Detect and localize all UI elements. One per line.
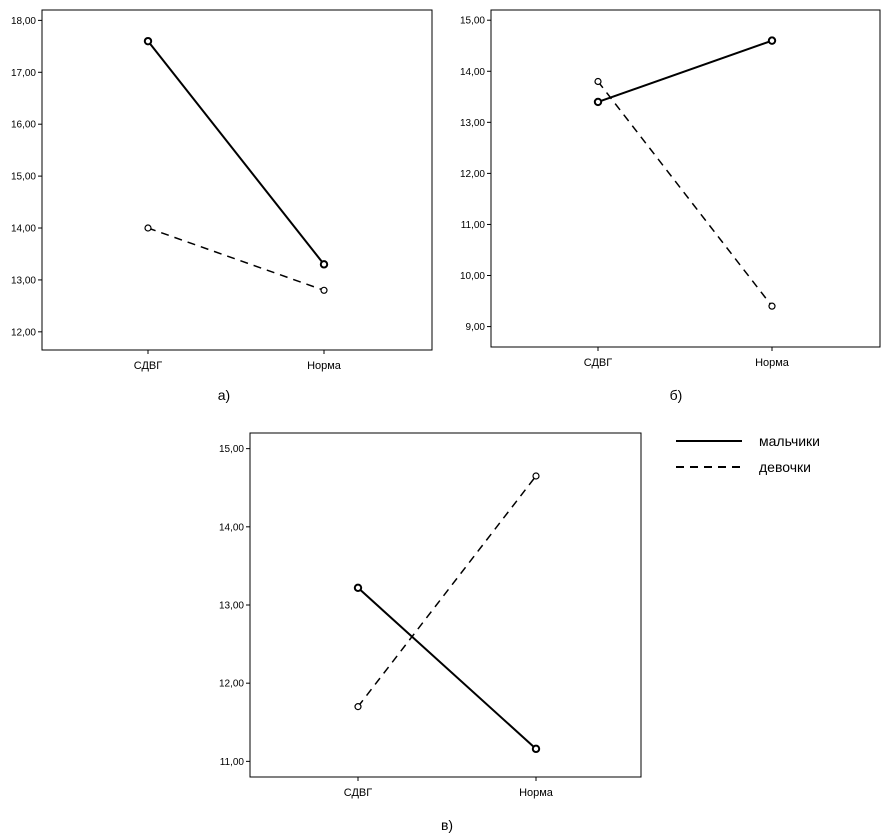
- x-tick-label: СДВГ: [584, 357, 612, 369]
- data-point-girls: [768, 302, 776, 310]
- legend-label-boys: мальчики: [759, 433, 820, 449]
- x-tick-label: Норма: [307, 360, 342, 372]
- data-point-boys: [319, 260, 329, 269]
- plot-frame: [41, 9, 433, 351]
- y-tick-label: 14,00: [219, 522, 244, 533]
- y-tick-label: 18,00: [11, 16, 36, 27]
- data-point-girls: [594, 77, 602, 86]
- series-line-boys: [357, 587, 537, 750]
- chart-panel-2: 9,00 10,00 11,00 12,00 13,00 14,00 15,00 СДВГ Но…: [460, 9, 881, 403]
- plot-frame: [490, 9, 881, 348]
- x-tick-label: СДВГ: [344, 787, 372, 799]
- data-point-boys: [593, 97, 603, 107]
- data-point-boys: [531, 744, 541, 754]
- legend-label-girls: девочки: [759, 459, 811, 475]
- y-tick-label: 13,00: [460, 118, 485, 129]
- y-tick-label: 11,00: [461, 220, 486, 231]
- data-point-girls: [144, 224, 152, 232]
- y-tick-label: 15,00: [219, 444, 244, 455]
- y-tick-label: 13,00: [219, 601, 244, 612]
- y-tick-label: 17,00: [11, 68, 36, 79]
- data-point-girls: [354, 703, 362, 711]
- legend: мальчики девочки: [676, 433, 820, 475]
- y-tick-label: 13,00: [11, 275, 36, 286]
- data-point-boys: [143, 36, 153, 46]
- y-tick-label: 14,00: [460, 67, 485, 78]
- chart-panel-3: 11,00 12,00 13,00 14,00 15,00 СДВГ Норма в): [219, 432, 642, 833]
- y-tick-label: 12,00: [460, 169, 485, 180]
- chart-panel-1: 12,00 13,00 14,00 15,00 16,00 17,00 18,00 СДВГ Н…: [11, 9, 433, 403]
- y-tick-label: 10,00: [460, 271, 485, 282]
- y-tick-label: 12,00: [219, 679, 244, 690]
- panel-label: б): [670, 387, 683, 403]
- y-tick-label: 15,00: [11, 172, 36, 183]
- series-line-boys: [597, 39, 773, 103]
- x-tick-label: Норма: [519, 787, 554, 799]
- data-point-boys: [353, 583, 363, 592]
- data-point-girls: [532, 472, 540, 480]
- y-tick-label: 9,00: [466, 322, 486, 333]
- x-tick-label: Норма: [755, 357, 790, 369]
- y-tick-label: 11,00: [220, 757, 245, 768]
- series-line-girls: [357, 475, 537, 708]
- data-point-boys: [767, 36, 777, 45]
- series-line-boys: [147, 40, 325, 265]
- x-tick-label: СДВГ: [134, 360, 162, 372]
- plot-frame: [249, 432, 642, 778]
- y-tick-label: 15,00: [460, 16, 485, 27]
- data-point-girls: [320, 286, 328, 294]
- series-line-girls: [147, 227, 325, 292]
- panel-label: а): [218, 387, 230, 403]
- y-tick-label: 14,00: [11, 224, 36, 235]
- y-tick-label: 12,00: [11, 327, 36, 338]
- series-line-girls: [597, 81, 773, 307]
- y-tick-label: 16,00: [11, 120, 36, 131]
- panel-label: в): [441, 817, 453, 833]
